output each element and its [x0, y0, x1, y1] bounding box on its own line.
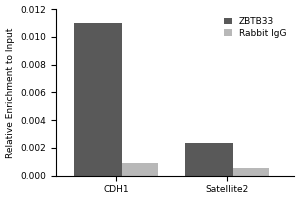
Bar [185, 143, 233, 176]
Y-axis label: Relative Enrichment to Input: Relative Enrichment to Input [6, 27, 15, 158]
Bar [221, 168, 269, 176]
Legend: ZBTB33, Rabbit IgG: ZBTB33, Rabbit IgG [221, 14, 290, 42]
Bar [110, 163, 158, 176]
Bar [74, 23, 122, 176]
